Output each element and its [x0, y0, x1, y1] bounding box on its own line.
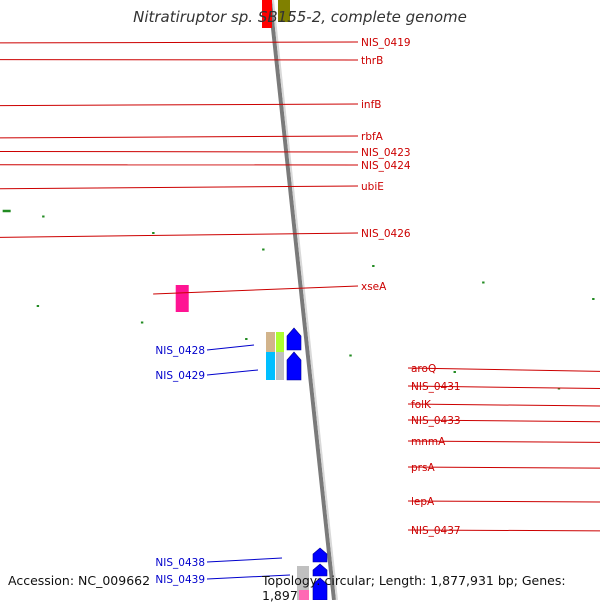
gene-label-nis-0424: NIS_0424	[361, 160, 411, 172]
gene-label-nis-0429: NIS_0429	[155, 370, 205, 382]
gene-label-nis-0433: NIS_0433	[411, 415, 461, 427]
gene-label-nis-0428: NIS_0428	[155, 345, 205, 357]
gene-leader	[407, 440, 600, 443]
gene-leader	[206, 574, 291, 580]
cds-arrow-reverse	[286, 327, 302, 351]
gene-leader	[0, 59, 359, 61]
gene-label-ubie: ubiE	[361, 181, 384, 193]
cds-arrow-reverse	[286, 351, 302, 381]
gene-leader	[0, 151, 359, 153]
gene-label-thrb: thrB	[361, 55, 383, 67]
gene-leader	[0, 103, 359, 107]
gene-label-rbfa: rbfA	[361, 131, 384, 143]
gene-leader	[0, 232, 359, 238]
gene-label-infb: infB	[361, 99, 381, 111]
gene-leader	[407, 367, 600, 372]
gene-label-nis-0419: NIS_0419	[361, 37, 411, 49]
gene-leader	[407, 403, 600, 407]
gene-leader	[206, 369, 259, 376]
gene-label-nis-0426: NIS_0426	[361, 228, 411, 240]
gene-leader	[0, 164, 359, 166]
gene-leader	[407, 500, 600, 503]
gene-label-lepa: lepA	[411, 496, 435, 508]
gene-label-aroq: aroQ	[411, 363, 436, 375]
backbone-shadow	[272, 0, 338, 601]
gene-leader	[0, 185, 359, 190]
cds-arrow-reverse	[312, 563, 328, 577]
gene-label-xsea: xseA	[361, 281, 387, 293]
gene-label-nis-0437: NIS_0437	[411, 525, 461, 537]
cds-arrow	[262, 0, 272, 28]
gene-leader	[0, 135, 359, 139]
accession-text: Accession: NC_009662	[8, 573, 151, 588]
gene-leader	[206, 344, 255, 351]
gene-label-nis-0423: NIS_0423	[361, 147, 411, 159]
gene-label-folk: folK	[411, 399, 432, 411]
gene-block	[276, 352, 284, 380]
gene-leader	[206, 557, 283, 563]
gene-leader	[0, 41, 359, 44]
backbone-line	[268, 0, 336, 601]
gene-label-nis-0439: NIS_0439	[155, 574, 205, 586]
gene-label-prsa: prsA	[411, 462, 435, 474]
gene-block	[175, 285, 189, 312]
gene-leader	[407, 466, 600, 469]
gene-leader	[407, 385, 600, 390]
map-title: Nitratiruptor sp. SB155-2, complete geno…	[133, 8, 467, 26]
gene-block	[278, 0, 290, 22]
cds-arrow-reverse	[312, 547, 328, 563]
gene-label-nis-0438: NIS_0438	[155, 557, 205, 569]
gene-label-mnma: mnmA	[411, 436, 446, 448]
gene-block	[299, 590, 309, 600]
gene-leader	[153, 285, 359, 295]
summary-text: Topology: circular; Length: 1,877,931 bp…	[262, 573, 566, 603]
gene-label-nis-0431: NIS_0431	[411, 381, 461, 393]
gene-block	[266, 352, 275, 380]
gene-leader	[407, 419, 600, 423]
